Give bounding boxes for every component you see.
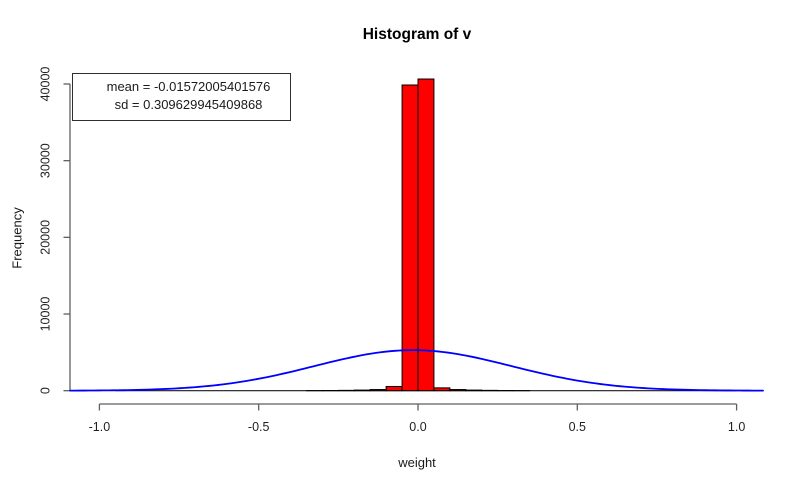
- histogram-bar: [369, 389, 387, 392]
- chart-title: Histogram of v: [362, 26, 472, 43]
- y-tick-label: 30000: [38, 143, 52, 178]
- histogram-bar: [385, 385, 403, 392]
- x-tick-label: -0.5: [248, 420, 270, 434]
- x-tick-label: 0.0: [409, 420, 426, 434]
- y-tick-label: 20000: [38, 220, 52, 255]
- histogram-bar: [449, 389, 467, 392]
- histogram-bar: [353, 389, 371, 392]
- x-tick-label: 0.5: [569, 420, 586, 434]
- histogram-bar: [465, 389, 483, 392]
- x-axis-label: weight: [398, 455, 436, 470]
- x-tick-label: 1.0: [728, 420, 745, 434]
- legend-mean-text: mean = -0.01572005401576: [106, 79, 271, 94]
- y-tick-label: 0: [38, 387, 52, 394]
- y-axis-label: Frequency: [9, 207, 25, 269]
- y-tick-label: 10000: [38, 297, 52, 332]
- x-tick-label: -1.0: [89, 420, 111, 434]
- normal-curve: [69, 349, 764, 392]
- stats-legend-box: mean = -0.01572005401576 sd = 0.30962994…: [72, 73, 291, 121]
- histogram-bar: [433, 387, 451, 392]
- histogram-bar: [401, 84, 419, 392]
- legend-sd-text: sd = 0.309629945409868: [114, 97, 263, 112]
- histogram-bar: [417, 78, 435, 392]
- y-tick-label: 40000: [38, 67, 52, 102]
